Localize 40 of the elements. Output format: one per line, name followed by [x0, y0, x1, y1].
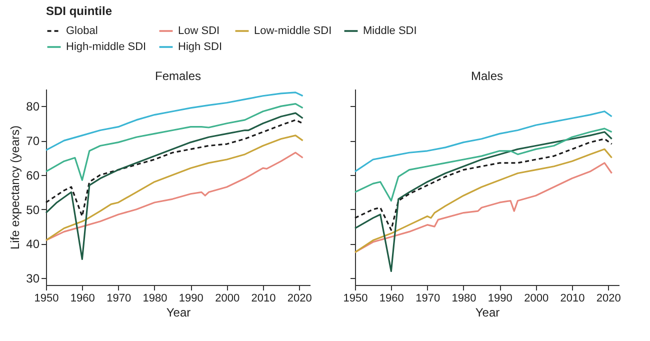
x-tick-label: 1950	[34, 292, 59, 304]
x-tick-label: 2000	[215, 292, 240, 304]
y-axis-title: Life expectancy (years)	[8, 125, 22, 250]
x-tick-label: 1970	[106, 292, 132, 304]
legend-title: SDI quintile	[46, 4, 112, 18]
x-tick-label: 2020	[287, 292, 312, 304]
legend-label: Global	[66, 25, 98, 37]
x-tick-label: 1990	[178, 292, 204, 304]
x-tick-label: 2000	[524, 292, 549, 304]
chart-title: Males	[470, 69, 504, 83]
x-axis-title: Year	[475, 306, 500, 320]
y-tick-label: 30	[26, 272, 40, 286]
y-tick-label: 80	[26, 100, 40, 114]
x-tick-label: 1960	[70, 292, 95, 304]
chart-title: Females	[154, 69, 202, 83]
y-tick-label: 40	[26, 237, 40, 252]
y-tick-label: 60	[26, 168, 40, 182]
legend-label: Low SDI	[178, 25, 220, 37]
legend-label: Low-middle SDI	[254, 25, 332, 37]
line-series	[45, 134, 304, 242]
x-tick-label: 2020	[596, 292, 621, 304]
x-tick-label: 1960	[379, 292, 404, 304]
x-tick-label: 1980	[142, 292, 168, 304]
x-tick-label: 2010	[560, 292, 585, 304]
legend-label: High SDI	[178, 41, 222, 53]
x-tick-label: 2010	[251, 292, 276, 304]
legend-label: High-middle SDI	[66, 41, 146, 53]
line-series	[45, 92, 304, 152]
x-tick-label: 1990	[488, 292, 512, 304]
line-series	[45, 119, 304, 218]
line-series	[45, 112, 304, 260]
y-tick-label: 50	[26, 202, 40, 217]
x-tick-label: 1970	[416, 292, 440, 304]
x-axis-title: Year	[166, 306, 191, 320]
line-series	[45, 152, 304, 242]
x-tick-label: 1950	[343, 292, 368, 304]
legend-label: Middle SDI	[363, 25, 417, 37]
x-tick-label: 1980	[452, 292, 476, 304]
y-tick-label: 70	[26, 134, 40, 148]
line-series	[45, 102, 304, 181]
